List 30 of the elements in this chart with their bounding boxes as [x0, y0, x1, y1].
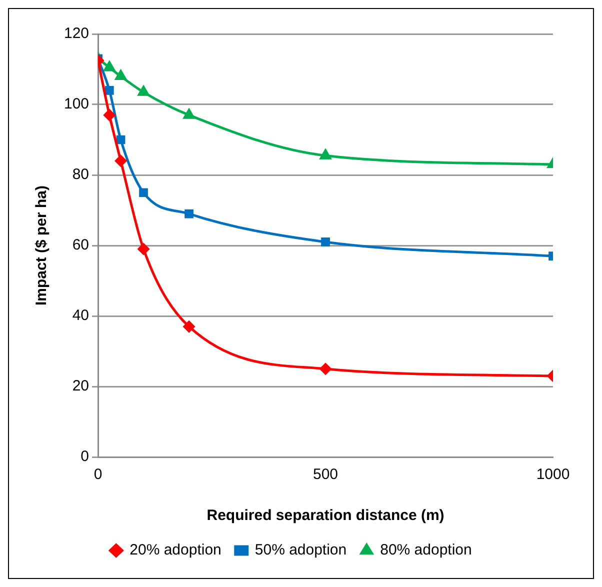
- y-tick-label: 0: [80, 448, 90, 466]
- point: [104, 109, 116, 121]
- point: [183, 108, 195, 119]
- y-tick-label: 20: [72, 378, 90, 395]
- point: [138, 243, 150, 255]
- y-tick-label: 100: [64, 96, 90, 113]
- x-tick-label: 0: [94, 466, 102, 484]
- y-tick-label: 40: [72, 307, 90, 324]
- point: [139, 188, 148, 198]
- point: [116, 135, 126, 144]
- y-tick-label: 120: [64, 25, 90, 42]
- point: [184, 209, 194, 218]
- point: [320, 149, 332, 160]
- legend-label: 80% adoption: [380, 542, 472, 559]
- legend-label: 20% adoption: [130, 542, 222, 559]
- point: [138, 86, 150, 96]
- x-tick-label: 500: [313, 466, 338, 484]
- point: [115, 70, 126, 80]
- point: [104, 61, 115, 72]
- point: [321, 238, 330, 246]
- y-tick-label: 60: [72, 236, 90, 254]
- legend-label: 50% adoption: [254, 542, 347, 559]
- x-axis-title: Required separation distance (m): [206, 507, 444, 524]
- point: [183, 320, 195, 332]
- y-axis-title: Impact ($ per ha): [33, 185, 50, 306]
- point: [104, 86, 114, 95]
- x-tick-label: 1000: [536, 466, 570, 484]
- y-tick-label: 80: [72, 166, 90, 184]
- point: [320, 363, 332, 375]
- point: [115, 155, 127, 167]
